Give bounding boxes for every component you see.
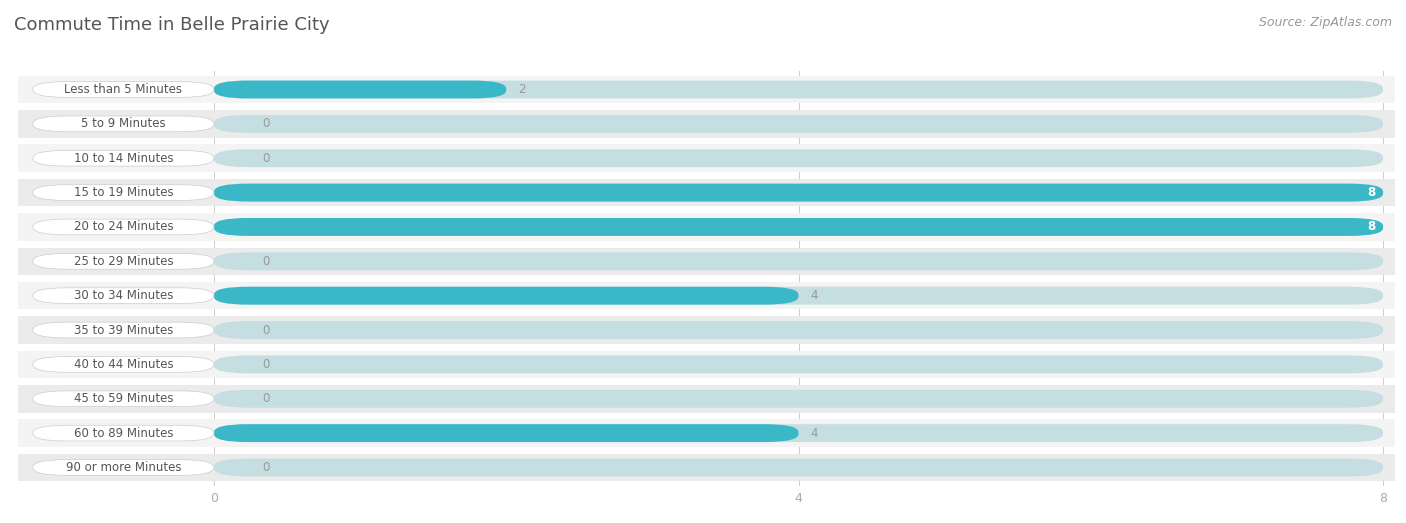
FancyBboxPatch shape: [214, 424, 1384, 442]
FancyBboxPatch shape: [32, 185, 214, 200]
FancyBboxPatch shape: [32, 116, 214, 132]
FancyBboxPatch shape: [32, 460, 214, 475]
FancyBboxPatch shape: [32, 425, 214, 441]
FancyBboxPatch shape: [214, 184, 1384, 201]
Bar: [18, 110, 1395, 138]
Bar: [18, 179, 1395, 207]
FancyBboxPatch shape: [32, 322, 214, 338]
FancyBboxPatch shape: [214, 459, 1384, 476]
FancyBboxPatch shape: [214, 149, 1384, 167]
Text: 5 to 9 Minutes: 5 to 9 Minutes: [82, 117, 166, 130]
Text: Source: ZipAtlas.com: Source: ZipAtlas.com: [1258, 16, 1392, 29]
FancyBboxPatch shape: [214, 81, 506, 98]
FancyBboxPatch shape: [214, 218, 1384, 236]
Text: 0: 0: [263, 255, 270, 268]
FancyBboxPatch shape: [32, 391, 214, 406]
Bar: [18, 454, 1395, 481]
Text: 35 to 39 Minutes: 35 to 39 Minutes: [73, 324, 173, 336]
Text: 90 or more Minutes: 90 or more Minutes: [66, 461, 181, 474]
Bar: [18, 144, 1395, 172]
Text: 0: 0: [263, 117, 270, 130]
Text: 30 to 34 Minutes: 30 to 34 Minutes: [73, 289, 173, 302]
Text: 45 to 59 Minutes: 45 to 59 Minutes: [73, 392, 173, 405]
FancyBboxPatch shape: [214, 184, 1384, 201]
Bar: [18, 419, 1395, 447]
Text: 60 to 89 Minutes: 60 to 89 Minutes: [73, 427, 173, 440]
FancyBboxPatch shape: [32, 219, 214, 235]
FancyBboxPatch shape: [32, 151, 214, 166]
Text: 0: 0: [263, 358, 270, 371]
FancyBboxPatch shape: [214, 81, 1384, 98]
Text: 0: 0: [263, 152, 270, 165]
FancyBboxPatch shape: [32, 254, 214, 269]
Bar: [18, 282, 1395, 310]
Bar: [18, 213, 1395, 241]
Bar: [18, 247, 1395, 275]
FancyBboxPatch shape: [214, 287, 1384, 304]
FancyBboxPatch shape: [214, 321, 1384, 339]
FancyBboxPatch shape: [214, 115, 1384, 133]
Text: 25 to 29 Minutes: 25 to 29 Minutes: [73, 255, 173, 268]
FancyBboxPatch shape: [214, 390, 1384, 408]
FancyBboxPatch shape: [214, 424, 799, 442]
Text: 0: 0: [263, 392, 270, 405]
Text: 15 to 19 Minutes: 15 to 19 Minutes: [73, 186, 173, 199]
FancyBboxPatch shape: [32, 288, 214, 303]
Bar: [18, 316, 1395, 344]
Text: Less than 5 Minutes: Less than 5 Minutes: [65, 83, 183, 96]
FancyBboxPatch shape: [214, 356, 1384, 373]
Text: Commute Time in Belle Prairie City: Commute Time in Belle Prairie City: [14, 16, 329, 33]
FancyBboxPatch shape: [214, 218, 1384, 236]
Bar: [18, 385, 1395, 413]
FancyBboxPatch shape: [32, 82, 214, 97]
FancyBboxPatch shape: [32, 357, 214, 372]
Text: 8: 8: [1368, 221, 1375, 233]
Text: 0: 0: [263, 324, 270, 336]
Text: 40 to 44 Minutes: 40 to 44 Minutes: [73, 358, 173, 371]
FancyBboxPatch shape: [214, 253, 1384, 270]
Text: 4: 4: [810, 427, 818, 440]
Text: 2: 2: [517, 83, 526, 96]
Text: 8: 8: [1368, 186, 1375, 199]
Text: 20 to 24 Minutes: 20 to 24 Minutes: [73, 221, 173, 233]
Text: 10 to 14 Minutes: 10 to 14 Minutes: [73, 152, 173, 165]
Bar: [18, 350, 1395, 378]
Bar: [18, 76, 1395, 103]
Text: 0: 0: [263, 461, 270, 474]
FancyBboxPatch shape: [214, 287, 799, 304]
Text: 4: 4: [810, 289, 818, 302]
